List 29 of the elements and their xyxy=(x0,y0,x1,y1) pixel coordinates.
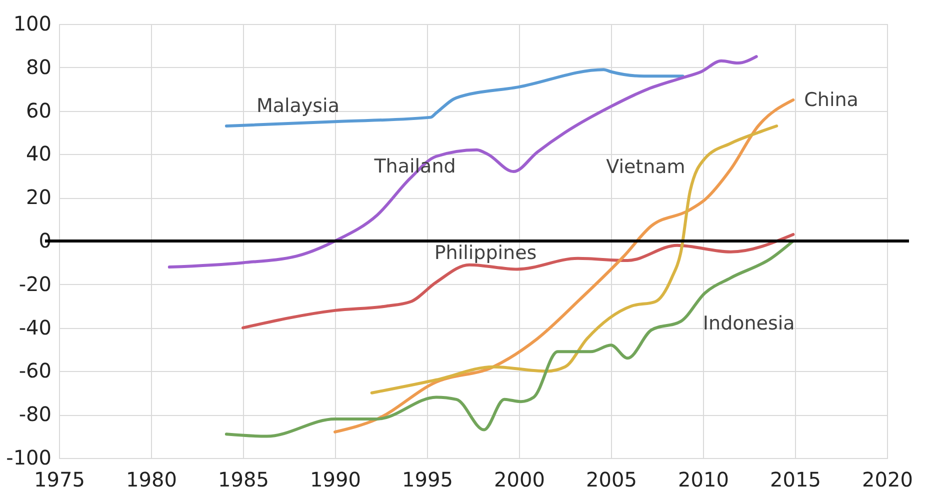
y-tick-label: 20 xyxy=(26,185,52,210)
line-series xyxy=(242,232,795,330)
x-tick-label: 2020 xyxy=(862,468,913,492)
line-series xyxy=(224,68,684,128)
y-tick-label: 80 xyxy=(26,54,52,79)
x-tick-label: 2010 xyxy=(678,468,729,492)
y-tick-label: -100 xyxy=(6,446,52,470)
x-tick-label: 1975 xyxy=(34,468,85,492)
x-tick-label: 1980 xyxy=(126,468,177,492)
y-tick-label: 40 xyxy=(26,142,52,166)
x-tick-label: 1985 xyxy=(218,468,269,492)
x-tick-label: 2015 xyxy=(770,468,821,492)
y-tick-label: -80 xyxy=(18,402,52,426)
x-tick-label: 2005 xyxy=(586,468,637,492)
series-label: Vietnam xyxy=(606,156,686,178)
y-tick-label: -40 xyxy=(18,315,52,340)
line-series xyxy=(224,240,795,438)
series-label: Philippines xyxy=(434,242,537,264)
y-tick-label: 60 xyxy=(26,98,52,122)
line-series xyxy=(168,55,758,269)
y-tick-label: 100 xyxy=(13,12,52,36)
y-tick-label: -20 xyxy=(18,272,52,296)
x-tick-label: 1990 xyxy=(310,468,361,492)
x-tick-label: 1995 xyxy=(402,468,453,492)
x-tick-label: 2000 xyxy=(494,468,545,492)
y-tick-label: -60 xyxy=(18,358,52,383)
series-label: Indonesia xyxy=(702,312,795,334)
series-label: Malaysia xyxy=(256,94,340,117)
series-label: China xyxy=(804,88,858,111)
